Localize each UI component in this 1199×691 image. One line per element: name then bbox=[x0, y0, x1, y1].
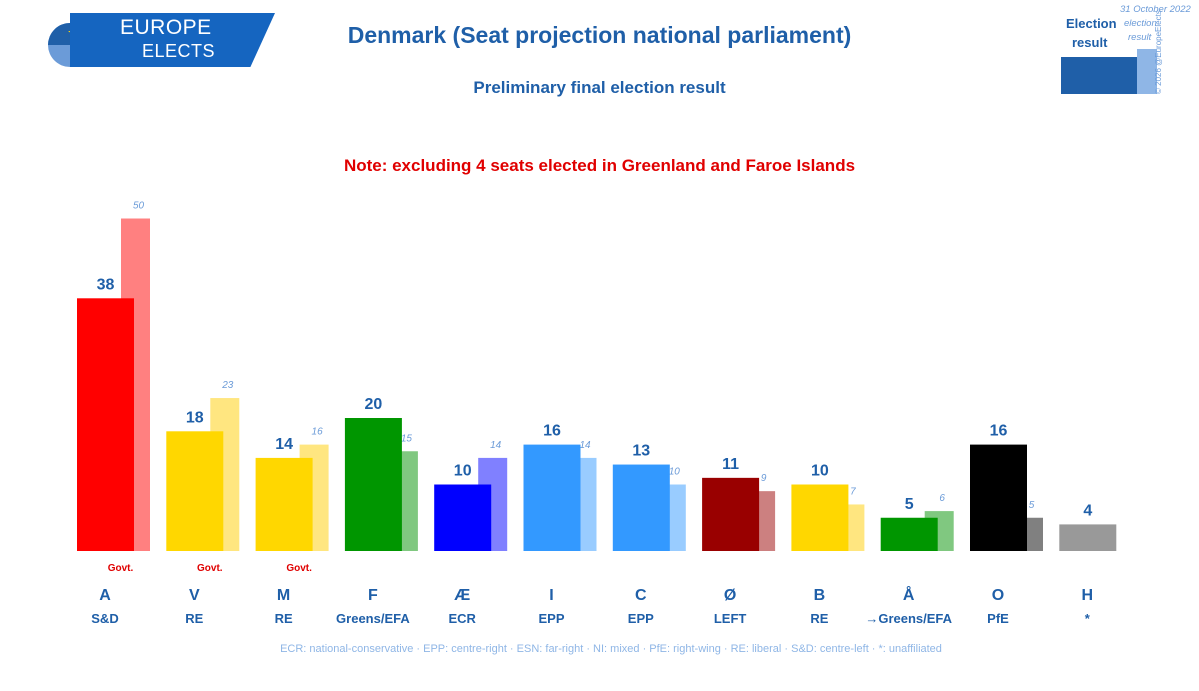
category-label-10: O bbox=[992, 587, 1004, 604]
group-label-3: Greens/EFA bbox=[336, 611, 410, 626]
group-label-6: EPP bbox=[628, 611, 654, 626]
group-label-9: →Greens/EFA bbox=[865, 611, 952, 626]
legend-previous-label-line2: result bbox=[1128, 32, 1152, 43]
legend-current-label-line2: result bbox=[1072, 35, 1108, 50]
legend-previous-date: 31 October 2022 bbox=[1120, 4, 1191, 15]
current-bar-5 bbox=[523, 444, 581, 551]
previous-value-label-6: 10 bbox=[669, 467, 681, 478]
group-label-7: LEFT bbox=[714, 611, 747, 626]
previous-value-label-4: 14 bbox=[490, 440, 502, 451]
group-label-10: PfE bbox=[987, 611, 1009, 626]
category-label-3: F bbox=[368, 587, 378, 604]
current-bar-11 bbox=[1059, 524, 1117, 551]
category-label-0: A bbox=[99, 587, 111, 604]
current-value-label-1: 18 bbox=[186, 409, 204, 426]
chart-title: Denmark (Seat projection national parlia… bbox=[347, 22, 852, 48]
group-label-2: RE bbox=[275, 611, 293, 626]
current-value-label-3: 20 bbox=[365, 396, 383, 413]
previous-value-label-5: 14 bbox=[579, 440, 591, 451]
current-bar-7 bbox=[702, 477, 760, 551]
legend-current-label-line1: Election bbox=[1066, 16, 1117, 31]
logo-banner bbox=[70, 13, 275, 67]
group-label-1: RE bbox=[185, 611, 203, 626]
legend: Election result 31 October 2022 election… bbox=[1058, 2, 1196, 100]
current-bar-4 bbox=[434, 484, 492, 551]
footnote: ECR: national-conservative · EPP: centre… bbox=[280, 643, 942, 655]
current-value-label-11: 4 bbox=[1083, 502, 1092, 519]
group-label-5: EPP bbox=[538, 611, 564, 626]
previous-value-label-7: 9 bbox=[761, 473, 767, 484]
current-bar-3 bbox=[344, 418, 402, 551]
previous-value-label-1: 23 bbox=[221, 380, 234, 391]
current-bar-0 bbox=[77, 298, 134, 551]
chart-subtitle: Preliminary final election result bbox=[473, 78, 726, 97]
legend-previous-swatch bbox=[1137, 49, 1157, 94]
category-label-9: Å bbox=[903, 585, 915, 604]
previous-value-label-10: 5 bbox=[1029, 500, 1035, 511]
govt-label-0: Govt. bbox=[108, 563, 134, 574]
previous-value-label-9: 6 bbox=[939, 493, 945, 504]
current-value-label-7: 11 bbox=[722, 456, 739, 473]
previous-value-label-0: 50 bbox=[133, 201, 145, 212]
current-bar-10 bbox=[970, 444, 1027, 551]
group-label-11: * bbox=[1085, 611, 1091, 626]
category-label-2: M bbox=[277, 587, 290, 604]
current-value-label-4: 10 bbox=[454, 463, 472, 480]
category-label-6: C bbox=[635, 587, 647, 604]
previous-value-label-8: 7 bbox=[850, 486, 856, 497]
current-bar-8 bbox=[791, 484, 849, 551]
logo-text-europe: EUROPE bbox=[120, 16, 212, 39]
current-value-label-6: 13 bbox=[632, 443, 650, 460]
category-label-8: B bbox=[814, 587, 826, 604]
category-label-7: Ø bbox=[724, 587, 736, 604]
current-bar-9 bbox=[880, 517, 938, 551]
current-bar-6 bbox=[612, 464, 670, 551]
current-value-label-9: 5 bbox=[905, 496, 914, 513]
current-value-label-10: 16 bbox=[990, 423, 1008, 440]
govt-label-2: Govt. bbox=[286, 563, 312, 574]
category-label-4: Æ bbox=[454, 587, 470, 604]
europe-elects-logo: EUROPE ELECTS bbox=[40, 13, 275, 67]
category-label-11: H bbox=[1082, 587, 1094, 604]
current-bar-1 bbox=[166, 431, 224, 551]
current-value-label-5: 16 bbox=[543, 423, 561, 440]
current-value-label-8: 10 bbox=[811, 463, 829, 480]
category-label-5: I bbox=[549, 587, 553, 604]
group-label-8: RE bbox=[810, 611, 828, 626]
chart-note: Note: excluding 4 seats elected in Green… bbox=[343, 156, 856, 175]
current-value-label-2: 14 bbox=[275, 436, 293, 453]
previous-value-label-2: 16 bbox=[312, 427, 324, 438]
logo-text-elects: ELECTS bbox=[142, 41, 216, 61]
legend-previous-label-line1: election bbox=[1124, 18, 1157, 29]
previous-value-label-3: 15 bbox=[401, 433, 413, 444]
current-value-label-0: 38 bbox=[97, 276, 115, 293]
category-label-1: V bbox=[189, 587, 200, 604]
group-label-4: ECR bbox=[448, 611, 476, 626]
current-bar-2 bbox=[255, 457, 313, 551]
govt-label-1: Govt. bbox=[197, 563, 223, 574]
legend-current-swatch bbox=[1061, 57, 1137, 94]
group-label-0: S&D bbox=[91, 611, 118, 626]
